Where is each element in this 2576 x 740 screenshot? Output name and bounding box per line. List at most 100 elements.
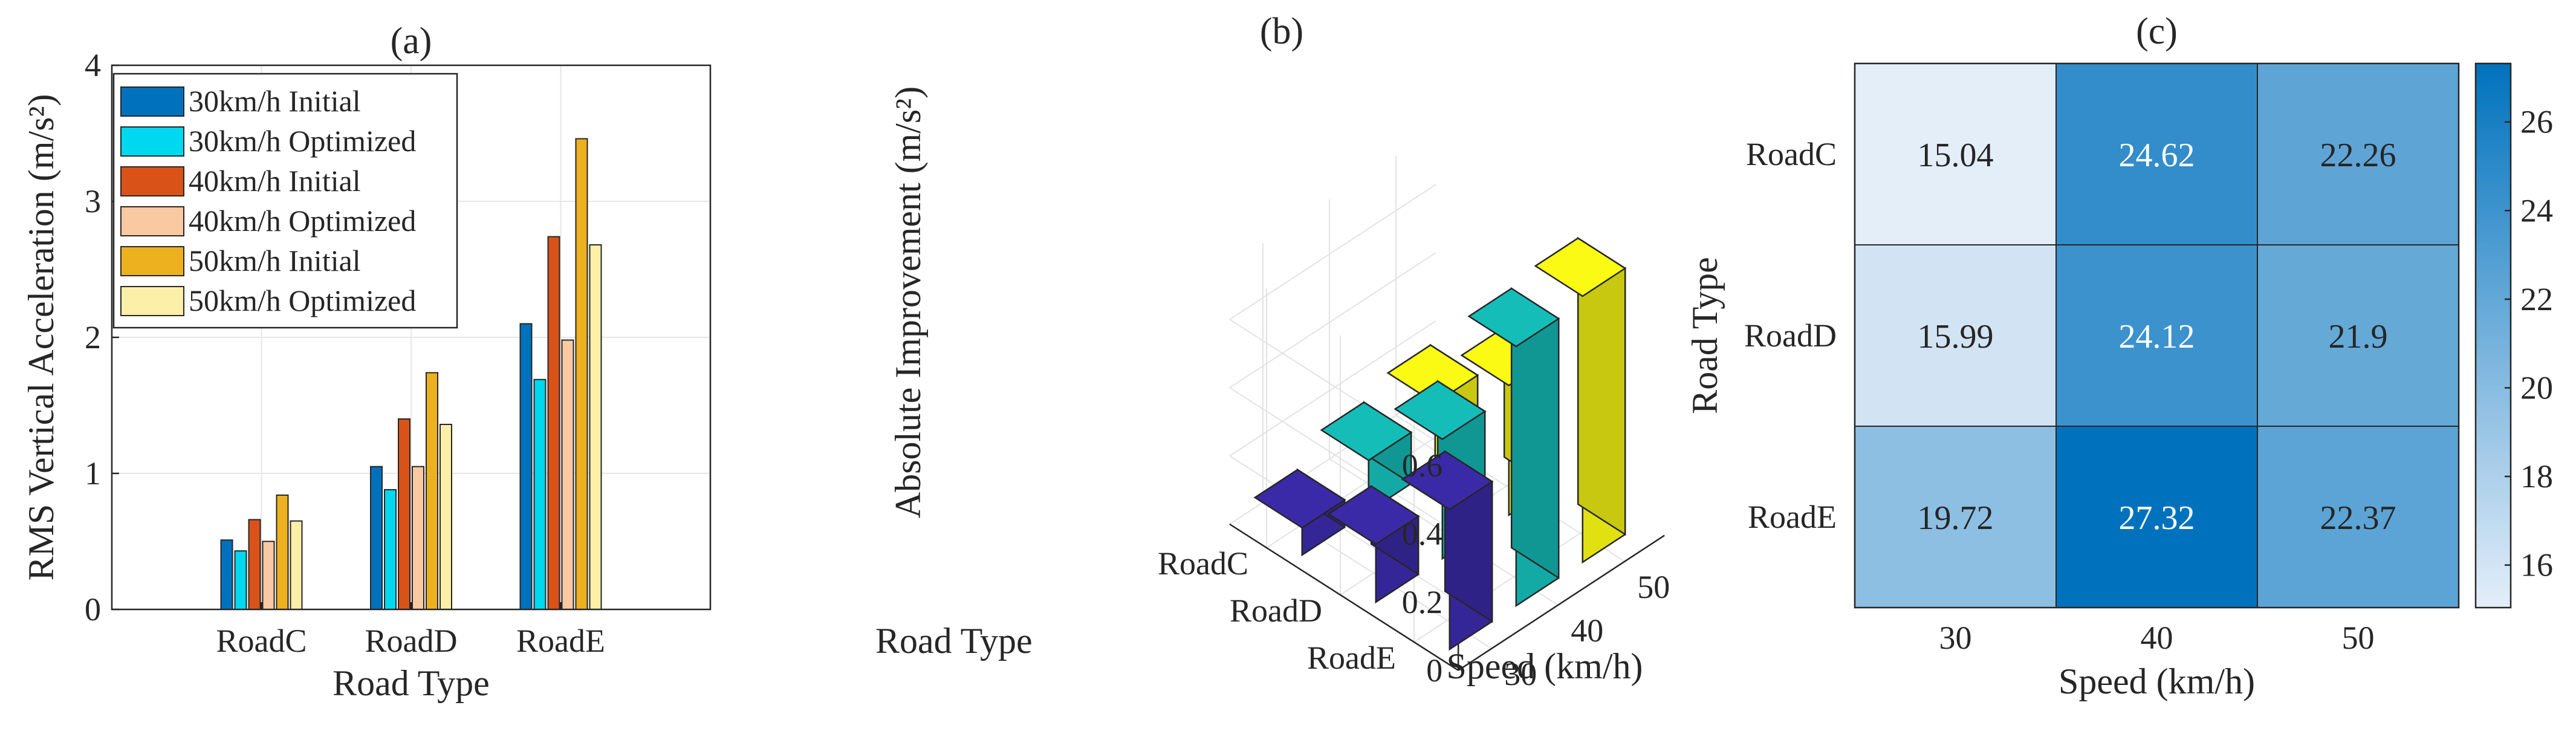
chart-c-colorbar: [2474, 62, 2512, 609]
chart-c-cell-label: 22.37: [2320, 499, 2396, 537]
chart-b-zgrid: [1229, 320, 1436, 456]
chart-a-bar: [426, 372, 438, 610]
chart-a-legend-label: 30km/h Initial: [189, 84, 361, 118]
chart-a-bar: [290, 520, 303, 610]
chart-c-cell: [2055, 63, 2258, 245]
chart-b-zgrid: [1229, 252, 1436, 389]
chart-b: 0 0.2 0.4 0.6 RoadC RoadD RoadE 30 40 50 (b) Speed …: [875, 11, 1670, 692]
chart-a-legend-label: 30km/h Optimized: [189, 124, 416, 158]
chart-a-bar: [561, 339, 574, 610]
chart-c-cell-label: 19.72: [1918, 499, 1994, 537]
chart-b-xtick-label: 30: [1504, 656, 1537, 692]
chart-a-legend-label: 40km/h Optimized: [189, 204, 416, 238]
chart-c-ytick-label: RoadD: [1744, 317, 1837, 354]
chart-b-bar-top: [1327, 485, 1420, 545]
chart-c-cell: [2055, 244, 2258, 427]
chart-c-cell: [1854, 63, 2057, 245]
chart-a-ytick-label: 3: [85, 183, 101, 219]
chart-a-xlabel: Road Type: [333, 663, 490, 703]
chart-c-cell: [2257, 63, 2459, 245]
chart-c-xlabel: Speed (km/h): [2059, 661, 2255, 701]
chart-c-title: (c): [2136, 11, 2178, 52]
chart-a-legend-label: 50km/h Initial: [189, 244, 361, 278]
chart-a-xtick-label: RoadD: [365, 623, 458, 659]
chart-b-bar-top: [1393, 380, 1487, 440]
chart-a-bar: [398, 418, 410, 610]
chart-c-cell: [1854, 244, 2057, 427]
chart-a-legend-swatch: [120, 126, 184, 157]
chart-c-cell-label: 24.12: [2119, 318, 2195, 355]
chart-a-xtick-label: RoadC: [216, 623, 307, 659]
chart-c-cell: [1854, 426, 2057, 608]
chart-c-cell: [2257, 426, 2459, 608]
chart-b-xlabel: Speed (km/h): [1447, 646, 1643, 686]
chart-b-bar-top: [1253, 469, 1346, 529]
chart-b-ztick-label: 0.4: [1402, 516, 1443, 552]
chart-b-zgrid: [1229, 455, 1459, 603]
chart-a-bar: [575, 138, 588, 610]
chart-b-zlabel: Absolute Improvement (m/s²): [888, 86, 928, 519]
chart-a-title: (a): [391, 21, 432, 62]
chart-a-ylabel: RMS Vertical Acceleration (m/s²): [21, 94, 61, 580]
chart-b-zgrid: [1229, 319, 1459, 467]
chart-b-zgrid: [1229, 184, 1436, 320]
chart-a-bar: [276, 495, 289, 610]
chart-c-cell-label: 15.99: [1918, 318, 1994, 355]
chart-a-bar: [220, 539, 233, 610]
chart-c-colorbar-label: 16: [2520, 547, 2553, 583]
chart-a-legend-label: 40km/h Initial: [189, 164, 361, 198]
chart-b-ytick-label: RoadE: [1307, 640, 1396, 676]
chart-b-title: (b): [1260, 11, 1303, 52]
chart-c: 15.04 24.62 22.26 15.99 24.12 21.9 19.72 27.32 2…: [1685, 11, 2553, 701]
chart-a-legend-swatch: [120, 286, 184, 316]
chart-b-xtick-label: 40: [1571, 612, 1603, 649]
chart-a-bar: [519, 323, 533, 610]
chart-b-xtick-label: 50: [1637, 569, 1670, 605]
chart-c-colorbar-label: 26: [2520, 104, 2553, 140]
chart-b-ylabel: Road Type: [875, 621, 1033, 661]
chart-c-cell-label: 22.26: [2320, 137, 2396, 174]
chart-a-bar: [384, 489, 397, 610]
chart-c-colorbar-label: 24: [2520, 192, 2553, 229]
chart-b-bar-top: [1401, 450, 1494, 511]
chart-a-bar: [589, 244, 602, 610]
chart-a-legend-swatch: [120, 206, 184, 236]
chart-b-ytick-label: RoadD: [1230, 592, 1322, 629]
chart-c-cell-label: 15.04: [1918, 137, 1994, 174]
chart-a-bar: [412, 466, 424, 610]
chart-a-bar: [234, 550, 247, 610]
chart-c-ytick-label: RoadC: [1746, 136, 1837, 172]
chart-a-legend-swatch: [120, 86, 184, 117]
chart-b-ztick-label: 0.2: [1402, 584, 1443, 620]
chart-b-xaxis: [1458, 534, 1665, 671]
chart-c-ylabel: Road Type: [1685, 257, 1725, 414]
chart-a-legend-swatch: [120, 166, 184, 196]
chart-b-ztick-label: 0: [1426, 652, 1442, 689]
chart-a-bar: [262, 540, 275, 610]
chart-a-ytick-label: 1: [85, 455, 101, 492]
chart-c-colorbar-label: 20: [2520, 369, 2553, 406]
chart-a-bar: [440, 424, 452, 610]
chart-a-ytick-label: 4: [85, 47, 101, 83]
chart-c-cell-label: 27.32: [2119, 499, 2195, 537]
chart-c-xtick-label: 30: [1939, 620, 1972, 656]
chart-a-legend-label: 50km/h Optimized: [189, 284, 416, 317]
chart-a-xtick-label: RoadE: [516, 623, 605, 659]
chart-c-cell-label: 21.9: [2329, 318, 2388, 355]
chart-c-xtick-label: 50: [2342, 620, 2375, 656]
chart-b-zgrid: [1229, 387, 1459, 534]
chart-c-ytick-label: RoadE: [1748, 499, 1837, 535]
chart-b-ztick-label: 0.6: [1402, 447, 1443, 484]
chart-a-legend-swatch: [120, 246, 184, 276]
chart-c-cell: [2055, 426, 2258, 608]
chart-c-frame: [1854, 62, 2460, 609]
chart-b-bar-top: [1467, 287, 1560, 348]
chart-a: 0 1 2 3 4 RoadC RoadD RoadE (a) Road Type RMS Vert…: [21, 21, 712, 703]
chart-a-bar: [547, 236, 560, 610]
chart-a-bar: [370, 466, 383, 610]
chart-a-ytick-label: 0: [85, 591, 101, 628]
chart-a-bar: [248, 519, 261, 610]
chart-b-bar-top: [1534, 237, 1627, 297]
chart-a-bar: [533, 378, 547, 610]
